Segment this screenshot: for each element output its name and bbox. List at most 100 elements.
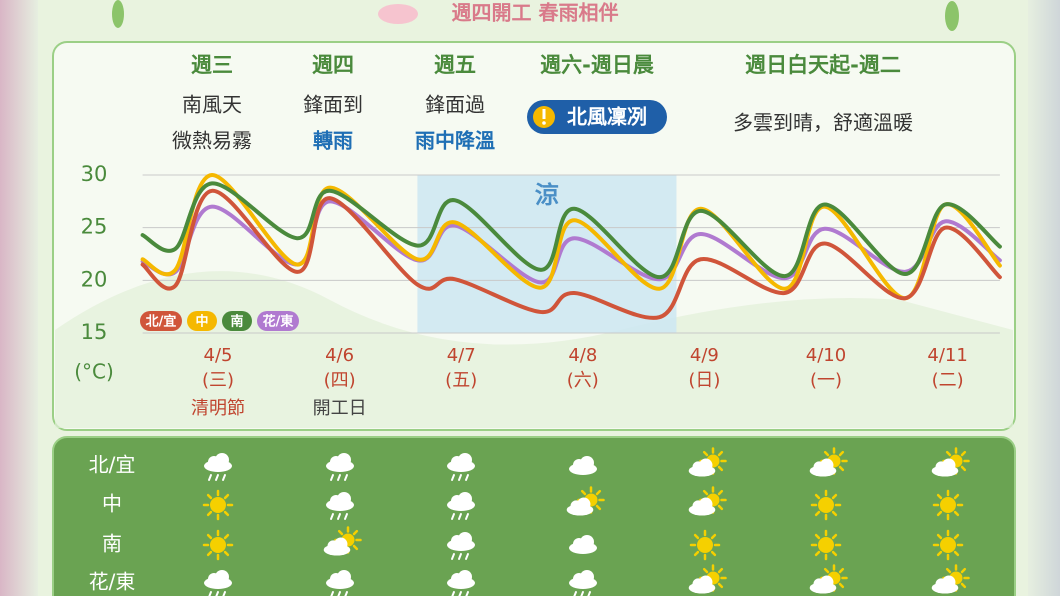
cloud <box>458 492 472 506</box>
sun <box>210 497 226 513</box>
weather-icon <box>931 447 970 477</box>
rain-drop <box>208 591 212 596</box>
rain-drop <box>344 591 348 596</box>
cloud <box>580 570 594 584</box>
weather-icon <box>809 564 848 594</box>
sun-ray <box>206 533 213 540</box>
x-tick-label: 4/7 <box>447 345 476 366</box>
weather-icon <box>688 486 727 516</box>
sun-ray <box>814 550 821 557</box>
legend-chip <box>222 311 252 331</box>
cloud <box>458 532 472 546</box>
series-line <box>140 188 1002 320</box>
rain-drop <box>465 591 469 596</box>
weather-icon <box>931 564 970 594</box>
outlook-day: 週三 <box>191 53 233 77</box>
sun-ray <box>595 489 602 496</box>
weather-icon <box>326 492 354 520</box>
weather-icon <box>204 453 232 481</box>
outlook-day: 週五 <box>434 53 476 77</box>
outlook-day: 週日白天起-週二 <box>745 53 901 77</box>
sun-ray <box>223 493 230 500</box>
region-label: 北/宜 <box>89 453 136 477</box>
legend-chip <box>257 311 299 331</box>
sun-ray <box>831 510 838 517</box>
sun <box>940 537 956 553</box>
rain-drop <box>458 553 462 560</box>
badge-icon <box>542 121 546 125</box>
rain-drop <box>208 474 212 481</box>
weather-icon <box>810 529 842 561</box>
rain-drop <box>465 553 469 560</box>
cloud <box>337 570 351 584</box>
badge-icon <box>542 109 546 119</box>
weather-icon <box>809 447 848 477</box>
sun-ray <box>953 550 960 557</box>
weather-icon <box>569 456 597 475</box>
sun-ray <box>814 493 821 500</box>
badge <box>527 100 667 134</box>
weather-icon <box>447 453 475 481</box>
outlook-text: 轉雨 <box>313 129 353 153</box>
sun-ray <box>945 450 952 457</box>
outlook-day: 週四 <box>312 53 354 77</box>
sun-ray <box>693 550 700 557</box>
weather-icon <box>566 486 605 516</box>
leaf-decoration <box>945 1 959 31</box>
weather-icon <box>932 489 964 521</box>
x-tick-label: 4/10 <box>806 345 846 366</box>
sun-ray <box>223 550 230 557</box>
rain-drop <box>337 474 341 481</box>
cloud <box>580 535 594 549</box>
outlook-text: 微熱易霧 <box>172 129 252 153</box>
y-tick-label: 25 <box>81 215 108 239</box>
x-tick-label: 4/8 <box>568 345 597 366</box>
sun-ray <box>717 465 724 472</box>
cloud <box>942 458 956 472</box>
sun-ray <box>945 567 952 574</box>
weekday-label: (日) <box>688 370 720 391</box>
sun-ray <box>953 510 960 517</box>
sun-ray <box>960 582 967 589</box>
leaf-decoration <box>112 0 124 28</box>
side-blur <box>1028 0 1060 596</box>
sun <box>818 497 834 513</box>
sun <box>697 537 713 553</box>
sun-ray <box>953 533 960 540</box>
sun-ray <box>717 504 724 511</box>
sun <box>940 497 956 513</box>
weather-icon <box>447 532 475 560</box>
sun-ray <box>717 489 724 496</box>
rain-drop <box>465 474 469 481</box>
y-tick-label: 30 <box>81 162 108 186</box>
weather-icon <box>447 570 475 596</box>
weekday-label: (二) <box>932 370 964 391</box>
y-tick-label: 15 <box>81 320 108 344</box>
chart: 涼 30 25 20 15 (°C) 4/5 (三) 清明節 4/6 (四) 開工日 4/7 (五) 4/8… <box>74 162 1002 419</box>
sun <box>210 537 226 553</box>
outlook-text: 多雲到晴，舒適溫暖 <box>733 111 913 135</box>
sun-ray <box>960 450 967 457</box>
x-tick-label: 4/11 <box>927 345 967 366</box>
weekday-label: (五) <box>445 370 477 391</box>
weekday-label: (六) <box>567 370 599 391</box>
weather-icon <box>326 570 354 596</box>
rain-drop <box>458 513 462 520</box>
rain-drop <box>451 553 455 560</box>
cloud <box>458 453 472 467</box>
weather-icon <box>689 529 721 561</box>
sun-ray <box>953 493 960 500</box>
rain-drop <box>465 513 469 520</box>
weather-icon <box>688 564 727 594</box>
rain-drop <box>344 513 348 520</box>
x-tick-label: 4/5 <box>204 345 233 366</box>
weather-table-panel <box>52 436 1016 596</box>
sun-ray <box>352 529 359 536</box>
outlook-day: 週六-週日晨 <box>540 53 655 77</box>
rain-drop <box>587 591 591 596</box>
cloud <box>337 453 351 467</box>
region-label: 中 <box>102 492 122 516</box>
rain-drop <box>344 474 348 481</box>
sun-ray <box>710 550 717 557</box>
